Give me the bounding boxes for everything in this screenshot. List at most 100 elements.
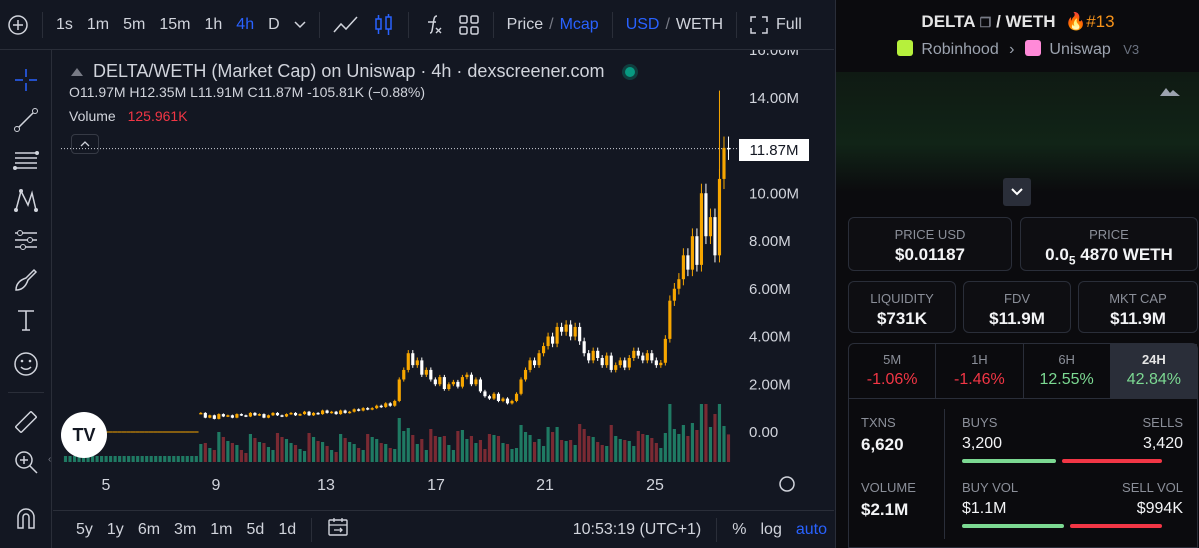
copy-icon[interactable]: ❐ <box>979 15 992 30</box>
candle-body <box>614 365 618 370</box>
interval-1d[interactable]: D <box>268 15 280 33</box>
crosshair-tool[interactable] <box>8 62 44 98</box>
expand-header-button[interactable] <box>1003 178 1031 206</box>
chart-canvas[interactable]: 16.00M14.00M12.00M10.00M8.00M6.00M4.00M2… <box>53 50 834 548</box>
price-toggle-label[interactable]: Price <box>506 15 544 33</box>
magnet-tool[interactable] <box>8 500 44 536</box>
volume-bar <box>397 418 401 462</box>
interval-5m[interactable]: 5m <box>123 15 146 33</box>
fullscreen-button[interactable]: Full <box>743 8 809 42</box>
volume-bar <box>190 456 194 462</box>
price-mcap-toggle[interactable]: Price / Mcap <box>500 8 606 42</box>
line-chart-type-button[interactable] <box>326 8 366 42</box>
volume-bar <box>321 442 325 462</box>
buys-label: BUYS <box>962 415 998 430</box>
candle-body <box>501 398 505 401</box>
buy-vol-label: BUY VOL <box>962 480 1019 495</box>
emoji-tool[interactable] <box>8 346 44 382</box>
x-tick-label: 25 <box>646 477 664 494</box>
price-chart[interactable]: 16.00M14.00M12.00M10.00M8.00M6.00M4.00M2… <box>53 50 834 548</box>
mountain-icon <box>1160 88 1180 96</box>
tab-1h[interactable]: 1H -1.46% <box>936 344 1024 398</box>
volume-bar <box>221 437 225 462</box>
weth-toggle-label[interactable]: WETH <box>675 15 724 33</box>
collapse-legend-icon[interactable] <box>71 67 83 76</box>
volume-bar <box>465 439 469 462</box>
candle-body <box>217 414 221 419</box>
y-tick-label: 4.00M <box>749 329 791 346</box>
date-range-button[interactable] <box>320 517 356 542</box>
zoom-tool[interactable] <box>8 444 44 480</box>
interval-15m[interactable]: 15m <box>159 15 191 33</box>
candle-body <box>672 288 676 301</box>
trendline-tool[interactable] <box>8 102 44 138</box>
chain-link[interactable]: Robinhood <box>921 41 999 58</box>
sell-vol-bar <box>1070 524 1162 528</box>
interval-4h[interactable]: 4h <box>236 15 255 33</box>
fib-tool[interactable] <box>8 142 44 178</box>
indicators-button[interactable] <box>415 8 451 42</box>
auto-scale-toggle[interactable]: auto <box>795 520 827 538</box>
volume-bar <box>208 448 212 462</box>
interval-1h[interactable]: 1h <box>204 15 223 33</box>
collapse-indicators-button[interactable] <box>71 134 99 154</box>
buys-bar <box>962 459 1056 463</box>
fdv-value: $11.9M <box>989 309 1045 328</box>
volume-bar <box>505 444 510 462</box>
y-tick-label: 10.00M <box>749 185 799 202</box>
volume-bar <box>686 436 690 462</box>
candle-body <box>348 411 352 414</box>
layouts-button[interactable] <box>451 8 487 42</box>
candle-body <box>433 379 437 385</box>
range-6m[interactable]: 6m <box>137 520 161 538</box>
candle-body <box>321 410 325 415</box>
range-1d[interactable]: 1d <box>278 520 297 538</box>
trendline-icon <box>14 108 38 132</box>
interval-dropdown-button[interactable] <box>287 8 313 42</box>
text-tool[interactable] <box>8 302 44 338</box>
candle-chart-type-button[interactable] <box>366 8 402 42</box>
interval-1m[interactable]: 1m <box>86 15 110 33</box>
trending-rank[interactable]: 🔥#13 <box>1060 12 1115 31</box>
dex-link[interactable]: Uniswap <box>1049 41 1111 58</box>
candle-body <box>325 410 329 413</box>
candle-body <box>271 412 275 416</box>
range-3m[interactable]: 3m <box>174 520 197 538</box>
tab-6h[interactable]: 6H 12.55% <box>1024 344 1111 398</box>
volume-bar <box>235 445 239 462</box>
brush-tool[interactable] <box>8 262 44 298</box>
sells-value: 3,420 <box>1142 435 1183 452</box>
volume-bar <box>541 446 546 462</box>
volume-bar <box>154 456 158 462</box>
interval-1s[interactable]: 1s <box>56 15 73 33</box>
volume-bar <box>668 404 672 462</box>
tab-6h-label: 6H <box>1058 352 1075 367</box>
forecast-tool[interactable] <box>8 222 44 258</box>
clock-time[interactable]: 10:53:19 (UTC+1) <box>572 520 702 538</box>
range-5d[interactable]: 5d <box>246 520 265 538</box>
add-symbol-button[interactable] <box>0 8 36 42</box>
mcap-toggle-label[interactable]: Mcap <box>559 15 599 33</box>
measure-tool[interactable] <box>8 404 44 440</box>
range-1m[interactable]: 1m <box>210 520 233 538</box>
candle-body <box>632 350 636 358</box>
grid-layout-icon <box>458 14 479 35</box>
log-scale-toggle[interactable]: log <box>760 520 782 538</box>
range-5y[interactable]: 5y <box>76 520 93 538</box>
tab-5m-label: 5M <box>883 352 902 367</box>
tradingview-logo-icon[interactable]: TV <box>61 412 107 458</box>
volume-bar <box>167 456 171 462</box>
currency-toggle[interactable]: USD / WETH <box>619 8 730 42</box>
tab-24h[interactable]: 24H 42.84% <box>1110 344 1197 398</box>
volume-bar <box>185 456 189 462</box>
last-price-tag: 11.87M <box>739 139 809 161</box>
tab-5m[interactable]: 5M -1.06% <box>849 344 937 398</box>
usd-toggle-label[interactable]: USD <box>625 15 660 33</box>
range-1y[interactable]: 1y <box>106 520 124 538</box>
collapse-toolbar-icon[interactable]: ‹ <box>48 454 52 465</box>
candle-body <box>266 415 271 418</box>
volume-bar <box>348 442 352 462</box>
candle-body <box>483 391 487 397</box>
percent-scale-toggle[interactable]: % <box>732 520 747 538</box>
pattern-tool[interactable] <box>8 182 44 218</box>
